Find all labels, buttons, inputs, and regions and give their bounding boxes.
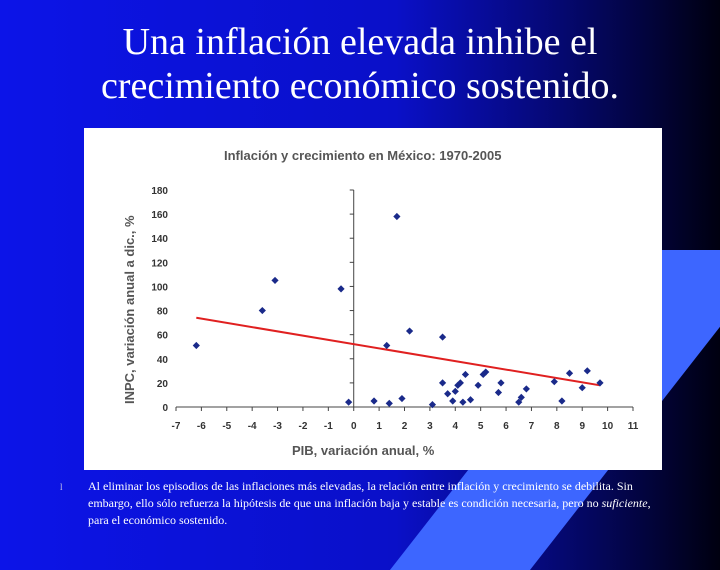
y-tick-label: 0	[162, 403, 168, 414]
body-text-end: , para el económico sostenido.	[88, 496, 651, 527]
data-point	[474, 381, 482, 389]
x-tick-label: -1	[324, 421, 333, 432]
data-point	[494, 388, 503, 397]
x-tick-label: 8	[554, 421, 560, 432]
y-tick-label: 100	[151, 282, 168, 293]
x-tick-label: 4	[452, 421, 458, 432]
slide-title-line-2: crecimiento económico sostenido.	[100, 65, 620, 107]
data-point	[258, 306, 266, 315]
chart-title: Inflación y crecimiento en México: 1970-…	[224, 148, 501, 163]
x-tick-label: 5	[478, 421, 484, 432]
data-point	[451, 387, 459, 395]
body-paragraph: Al eliminar los episodios de las inflaci…	[88, 478, 660, 529]
data-point	[466, 396, 475, 404]
body-text-main: Al eliminar los episodios de las inflaci…	[88, 479, 633, 510]
x-tick-label: 10	[602, 421, 614, 432]
y-tick-label: 60	[157, 331, 169, 342]
data-point	[428, 400, 437, 409]
data-point	[398, 394, 406, 403]
data-point	[565, 369, 574, 377]
x-tick-label: 7	[529, 421, 535, 432]
x-tick-label: 9	[579, 421, 585, 432]
data-point	[479, 370, 487, 379]
chart-panel: Inflación y crecimiento en México: 1970-…	[84, 128, 662, 470]
x-tick-label: 2	[402, 421, 408, 432]
data-point	[393, 212, 401, 221]
data-point	[482, 368, 490, 376]
y-tick-label: 160	[151, 210, 168, 221]
data-point	[385, 399, 393, 407]
y-tick-label: 180	[151, 186, 168, 197]
data-point	[583, 367, 591, 375]
x-tick-label: -7	[172, 421, 181, 432]
data-point	[370, 397, 378, 405]
data-point	[497, 379, 505, 387]
slide-title-line-1: Una inflación elevada inhibe el	[122, 21, 598, 63]
data-point	[345, 398, 353, 406]
data-point	[515, 398, 523, 406]
x-tick-label: 11	[628, 421, 639, 432]
x-tick-label: 0	[351, 421, 357, 432]
data-point	[405, 327, 414, 335]
data-point	[456, 379, 464, 387]
data-point	[596, 379, 604, 387]
data-point	[192, 341, 200, 350]
slide-title: Una inflación elevada inhibe el crecimie…	[0, 20, 720, 108]
data-point	[461, 370, 470, 379]
data-point	[383, 341, 391, 350]
body-text-emphasis: suficiente	[601, 496, 648, 510]
y-tick-label: 20	[157, 379, 169, 390]
y-tick-label: 80	[157, 307, 169, 318]
y-axis-label: INPC, variación anual a dic., %	[122, 215, 137, 404]
x-tick-label: 1	[376, 421, 382, 432]
x-tick-label: -6	[197, 421, 206, 432]
x-tick-label: -2	[298, 421, 307, 432]
y-tick-label: 140	[151, 234, 168, 245]
x-tick-label: -5	[222, 421, 231, 432]
trend-line	[196, 316, 601, 387]
bullet-icon: l	[60, 482, 63, 492]
scatter-chart: Inflación y crecimiento en México: 1970-…	[122, 148, 639, 458]
data-point	[517, 393, 525, 401]
data-point	[558, 397, 566, 405]
x-tick-label: 3	[427, 421, 433, 432]
data-point	[550, 378, 558, 386]
x-tick-label: -3	[273, 421, 282, 432]
data-point	[578, 384, 586, 392]
y-tick-label: 40	[157, 355, 169, 366]
data-point	[271, 276, 279, 285]
x-tick-label: -4	[248, 421, 257, 432]
data-point	[438, 379, 447, 387]
data-point	[438, 333, 447, 341]
data-point	[444, 390, 452, 398]
x-tick-label: 6	[503, 421, 509, 432]
data-point	[337, 285, 345, 293]
data-point	[459, 398, 467, 406]
x-axis-label: PIB, variación anual, %	[292, 443, 435, 458]
data-point	[449, 397, 457, 405]
y-tick-label: 120	[151, 258, 168, 269]
data-point	[522, 385, 530, 393]
